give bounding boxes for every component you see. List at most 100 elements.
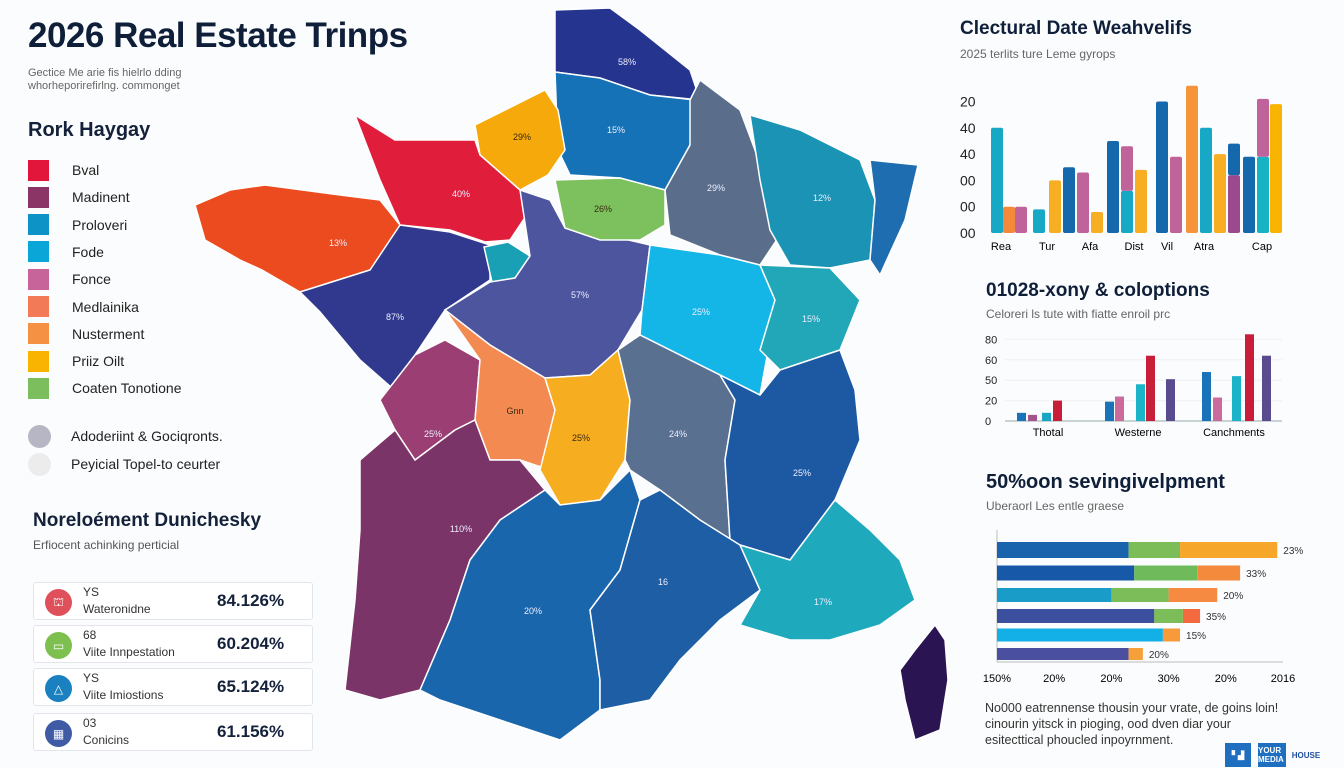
stat-label: Viite Innpestation <box>83 645 175 659</box>
y-tick-label: 50 <box>985 375 997 387</box>
grouped-bar-chart-2: 0 20 50 60 80 Thotal Westerne Canchments <box>985 334 1282 439</box>
region-value-label: 58% <box>618 57 636 67</box>
france-region-map: 58% 15% 29% 40% 13% 87% 57% 26% 29% 12% 25% 15% 25% G… <box>194 7 949 742</box>
bar <box>1091 211 1103 233</box>
x-tick-label: Atra <box>1194 241 1215 253</box>
bar <box>1063 167 1075 233</box>
bar <box>1166 379 1175 421</box>
bar <box>1121 190 1133 233</box>
building-icon: ⛫ <box>45 589 72 616</box>
region-value-label: 57% <box>571 290 589 300</box>
bar-value-label: 20% <box>1223 591 1243 602</box>
stat-card: △ YS Viite Imiostions 65.124% <box>33 668 313 706</box>
legend-swatch <box>28 350 49 372</box>
map-region[interactable] <box>869 159 919 277</box>
bar-segment <box>997 542 1129 558</box>
y-tick-label: 60 <box>985 355 997 367</box>
x-tick-label: 20% <box>1215 673 1237 685</box>
x-tick-label: Cap <box>1252 241 1272 253</box>
map-region[interactable] <box>749 113 876 269</box>
bar-segment <box>1128 648 1143 660</box>
legend-label: Peyicial Topel-to ceurter <box>71 456 221 472</box>
y-tick-label: 0 <box>985 416 991 428</box>
map-region[interactable] <box>738 498 916 641</box>
chart1-title: Clectural Date Weahvelifs <box>960 18 1192 39</box>
bar-segment <box>997 628 1163 642</box>
stat-value: 84.126% <box>217 591 285 610</box>
bar <box>1136 384 1145 421</box>
tent-icon: △ <box>45 675 72 702</box>
bar <box>1107 140 1119 233</box>
bar <box>1105 401 1114 421</box>
bar-stack <box>1257 98 1269 157</box>
bar <box>1003 206 1015 233</box>
bar <box>1053 400 1062 421</box>
stat-value: 61.156% <box>217 722 285 741</box>
region-value-label: 16 <box>658 577 668 587</box>
bar-segment <box>1162 628 1181 642</box>
legend-label: Proloveri <box>72 216 128 233</box>
chart2-subtitle: Celoreri ls tute with fiatte enroil prc <box>986 307 1171 321</box>
bar <box>991 127 1003 233</box>
stat-card: ▭ 68 Viite Innpestation 60.204% <box>33 625 313 663</box>
stat-label: Wateronidne <box>83 602 151 616</box>
stacked-horizontal-bar-chart: 23%33%20%35%15%20%150% 20% 20% 30% 20% 2016 <box>983 530 1303 685</box>
bar <box>1135 169 1147 233</box>
y-tick-label: 40 <box>960 120 976 136</box>
bar <box>1017 412 1026 421</box>
chart3-title: 50%oon sevingivelpment <box>986 471 1225 493</box>
region-value-label: 25% <box>793 468 811 478</box>
legend-item: Nusterment <box>28 323 144 345</box>
legend-item: Fode <box>28 241 104 263</box>
bar <box>1243 156 1255 233</box>
x-tick-label: 30% <box>1158 673 1180 685</box>
legend-swatch <box>28 159 49 181</box>
region-value-label: 40% <box>452 189 470 199</box>
region-value-label: 24% <box>669 429 687 439</box>
bar <box>1033 209 1045 233</box>
y-tick-label: 40 <box>960 146 976 162</box>
map-region[interactable] <box>353 113 531 243</box>
region-value-label: 25% <box>692 307 710 317</box>
bar <box>1245 334 1254 421</box>
x-tick-label: Rea <box>991 241 1012 253</box>
bar-segment <box>1111 588 1169 602</box>
x-tick-label: 20% <box>1100 673 1122 685</box>
bar-stack <box>1228 143 1240 176</box>
region-value-label: 13% <box>329 238 347 248</box>
stat-code: 03 <box>83 716 97 730</box>
chart1-subtitle: 2025 terlits ture Leme gyrops <box>960 47 1116 61</box>
legend-swatch <box>28 323 49 345</box>
y-tick-label: 00 <box>960 199 976 215</box>
map-region[interactable] <box>899 623 949 742</box>
bar <box>1228 175 1240 233</box>
bar <box>1186 85 1198 233</box>
y-tick-label: 80 <box>985 334 997 346</box>
legend-item: Priiz Oilt <box>28 350 124 372</box>
stat-value: 60.204% <box>217 634 285 653</box>
legend-label: Nusterment <box>72 325 145 342</box>
stat-label: Viite Imiostions <box>83 688 164 702</box>
legend-swatch <box>28 377 49 399</box>
bar-stack <box>1121 146 1133 191</box>
legend-label: Coaten Tonotione <box>72 380 182 397</box>
stat-code: 68 <box>83 628 97 642</box>
bar <box>1257 156 1269 233</box>
bar <box>1146 355 1155 421</box>
y-tick-label: 00 <box>960 225 976 241</box>
map-region[interactable] <box>554 177 666 241</box>
bar <box>1262 355 1271 421</box>
bar-segment <box>1182 609 1201 623</box>
map-region[interactable] <box>298 224 491 397</box>
legend-item: Medlainika <box>28 296 139 318</box>
folder-icon: ▭ <box>45 632 72 659</box>
map-region[interactable] <box>444 309 556 472</box>
legend-label: Fonce <box>72 271 111 288</box>
bar-value-label: 35% <box>1206 612 1226 623</box>
page-title: 2026 Real Estate Trinps <box>28 16 408 55</box>
map-region[interactable] <box>664 78 781 266</box>
x-tick-label: Westerne <box>1115 427 1162 439</box>
legend-circle-icon <box>28 424 51 448</box>
region-value-label: 87% <box>386 312 404 322</box>
map-region[interactable] <box>539 348 631 506</box>
